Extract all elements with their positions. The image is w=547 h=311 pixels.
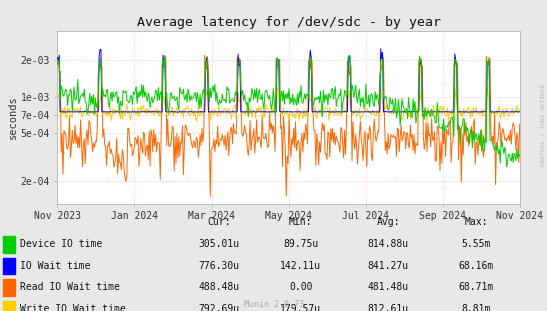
- Text: Device IO time: Device IO time: [20, 239, 102, 249]
- Text: 179.57u: 179.57u: [280, 304, 322, 311]
- Text: 8.81m: 8.81m: [461, 304, 491, 311]
- Text: 89.75u: 89.75u: [283, 239, 318, 249]
- Bar: [3, 258, 15, 274]
- Text: RRDTOOL / TOBI OETIKER: RRDTOOL / TOBI OETIKER: [541, 83, 546, 166]
- Text: IO Wait time: IO Wait time: [20, 261, 91, 271]
- Text: Cur:: Cur:: [207, 217, 230, 227]
- Text: 812.61u: 812.61u: [368, 304, 409, 311]
- Text: 841.27u: 841.27u: [368, 261, 409, 271]
- Text: 814.88u: 814.88u: [368, 239, 409, 249]
- Text: 792.69u: 792.69u: [198, 304, 240, 311]
- Text: 0.00: 0.00: [289, 282, 312, 292]
- Text: 68.71m: 68.71m: [458, 282, 493, 292]
- Title: Average latency for /dev/sdc - by year: Average latency for /dev/sdc - by year: [137, 16, 440, 29]
- Text: Munin 2.0.73: Munin 2.0.73: [243, 300, 304, 309]
- Text: Write IO Wait time: Write IO Wait time: [20, 304, 126, 311]
- Text: 68.16m: 68.16m: [458, 261, 493, 271]
- Text: 488.48u: 488.48u: [198, 282, 240, 292]
- Text: Avg:: Avg:: [377, 217, 400, 227]
- Y-axis label: seconds: seconds: [8, 95, 18, 139]
- Text: 305.01u: 305.01u: [198, 239, 240, 249]
- Bar: [3, 236, 15, 253]
- Text: 5.55m: 5.55m: [461, 239, 491, 249]
- Text: Min:: Min:: [289, 217, 312, 227]
- Text: 776.30u: 776.30u: [198, 261, 240, 271]
- Text: Read IO Wait time: Read IO Wait time: [20, 282, 120, 292]
- Text: 142.11u: 142.11u: [280, 261, 322, 271]
- Bar: [3, 301, 15, 311]
- Bar: [3, 279, 15, 295]
- Text: 481.48u: 481.48u: [368, 282, 409, 292]
- Text: Max:: Max:: [464, 217, 487, 227]
